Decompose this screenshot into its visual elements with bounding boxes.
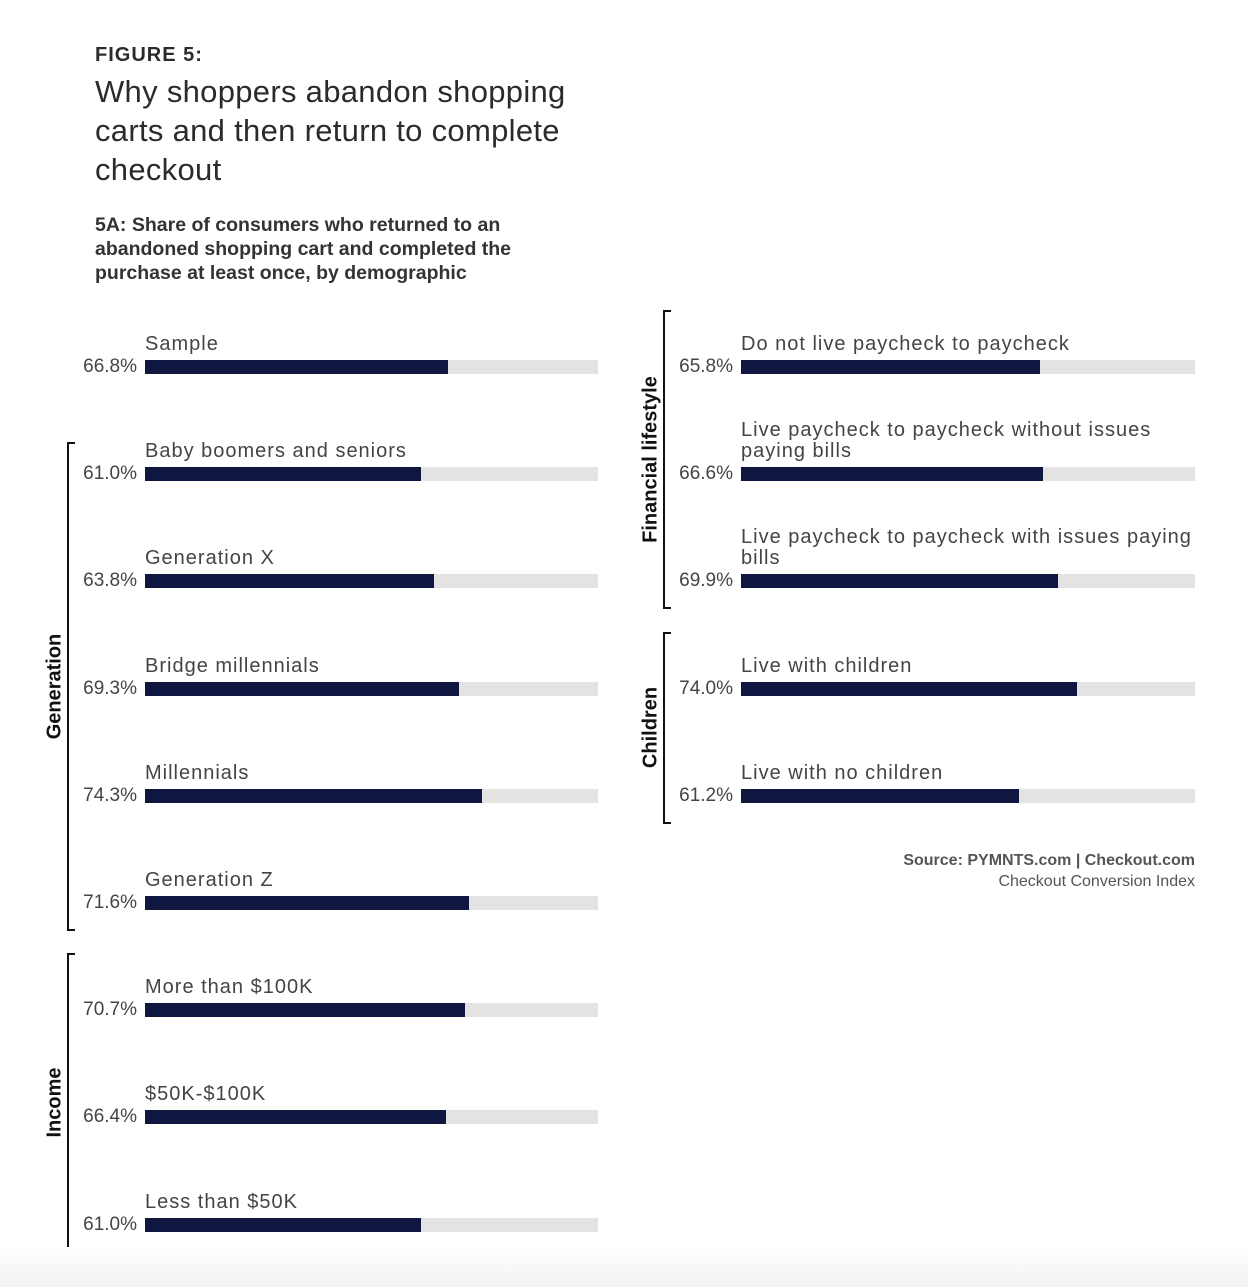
bar-track (741, 467, 1195, 482)
bar-value-label: 66.8% (83, 356, 137, 377)
group-label: Generation (43, 633, 66, 739)
bar (145, 896, 470, 910)
bar (145, 360, 448, 374)
bar-track (741, 360, 1195, 374)
bar-value-label: 74.0% (679, 677, 733, 699)
bar-label: Generation Z (145, 869, 274, 891)
bar-track (145, 681, 598, 696)
bar-track (145, 360, 598, 374)
figure-label: FIGURE 5: (95, 44, 203, 66)
bar (741, 574, 1059, 589)
source-index: Checkout Conversion Index (998, 873, 1195, 890)
source-checkout: Checkout.com (1084, 852, 1195, 869)
bar-value-label: 65.8% (679, 356, 733, 377)
bottom-band (0, 1247, 1248, 1287)
source-note: Source: PYMNTS.com | Checkout.com Checko… (903, 850, 1195, 892)
bar-track (145, 1003, 598, 1018)
bar-value-label: 61.2% (679, 784, 733, 806)
source-pymnts: Source: PYMNTS.com (903, 852, 1072, 869)
bar-label: Millennials (145, 761, 250, 784)
bar-label: Bridge millennials (145, 654, 320, 677)
bar (741, 681, 1077, 696)
chart-subtitle: 5A: Share of consumers who returned to a… (95, 214, 512, 284)
group-bracket (663, 631, 671, 824)
bar (145, 574, 434, 589)
bar-track (145, 788, 598, 803)
bar-value-label: 74.3% (83, 784, 137, 806)
bar (741, 467, 1044, 482)
group-bracket (67, 442, 75, 931)
bar-value-label: 69.3% (83, 677, 137, 699)
bar-label: Do not live paycheck to paycheck (741, 333, 1070, 355)
bar-value-label: 66.4% (83, 1106, 137, 1128)
bar (145, 1110, 446, 1125)
bar-track (145, 896, 598, 910)
group-bracket (67, 953, 75, 1253)
bar-label: $50K-$100K (145, 1083, 267, 1106)
bar-value-label: 61.0% (83, 463, 137, 485)
bar (145, 1003, 466, 1018)
bar-track (145, 1110, 598, 1125)
bar-track (741, 788, 1195, 803)
bar-track (145, 1217, 598, 1232)
bar-track (741, 681, 1195, 696)
group-label: Children (639, 686, 662, 768)
bar-label: Live paycheck to paycheck with issues pa… (741, 526, 1192, 570)
bar (741, 360, 1040, 374)
bar-value-label: 71.6% (83, 892, 137, 913)
bar (741, 788, 1019, 803)
bar-value-label: 61.0% (83, 1213, 137, 1235)
bar-track (145, 574, 598, 589)
bar-label: Sample (145, 333, 219, 355)
bar (145, 467, 422, 482)
bar-value-label: 70.7% (83, 999, 137, 1021)
bar-label: Baby boomers and seniors (145, 440, 407, 463)
bar-value-label: 66.6% (679, 463, 733, 485)
bar-label: Live with children (741, 654, 913, 677)
bar (145, 1217, 422, 1232)
group-label: Financial lifestyle (639, 375, 662, 543)
group-bracket (663, 310, 671, 610)
bar-label: Live with no children (741, 761, 944, 784)
bar-label: Less than $50K (145, 1190, 298, 1213)
bar (145, 681, 459, 696)
bar-track (145, 467, 598, 482)
bar-track (741, 574, 1195, 589)
bar-label: Generation X (145, 547, 275, 570)
bar-label: More than $100K (145, 976, 314, 999)
bar-value-label: 69.9% (679, 570, 733, 592)
bar-label: Live paycheck to paycheck without issues… (741, 419, 1152, 463)
source-separator: | (1075, 852, 1081, 869)
group-label: Income (43, 1067, 66, 1138)
bar (145, 788, 482, 803)
bar-value-label: 63.8% (83, 570, 137, 592)
chart-title: Why shoppers abandon shopping carts and … (95, 74, 566, 187)
